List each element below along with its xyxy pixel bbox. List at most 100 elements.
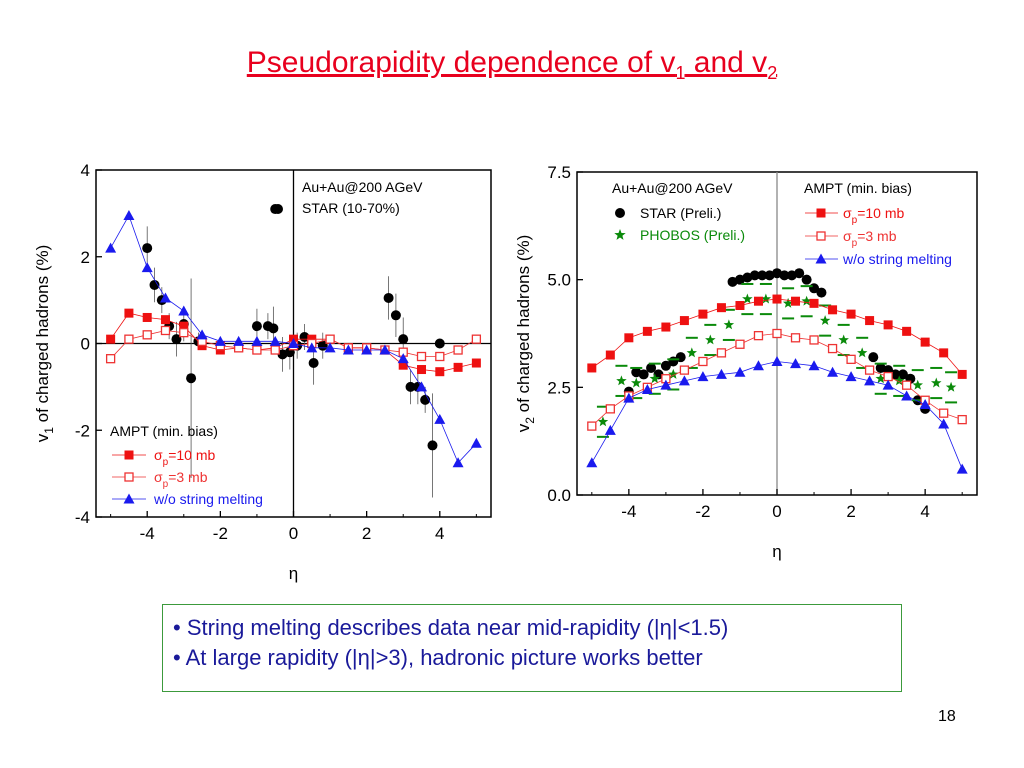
data-point [604,424,616,435]
data-point [434,413,446,424]
data-point [660,379,672,390]
data-point [902,326,912,336]
data-point [678,375,690,386]
data-point [752,360,764,371]
data-point [705,334,716,345]
data-point [398,360,408,370]
data-point [646,362,657,373]
data-point [471,358,481,368]
data-point [846,309,856,319]
data-point [772,294,782,304]
data-point [416,351,427,362]
data-point [141,262,153,273]
y-tick-label: 2.5 [547,378,571,397]
data-point [698,309,708,319]
data-point [901,380,912,390]
legend-title: AMPT (min. bias) [110,423,218,439]
data-point [159,292,171,303]
bullet-2: • At large rapidity (|η|>3), hadronic pi… [173,645,703,670]
data-point [742,293,753,304]
legend-marker [816,231,826,241]
data-point [883,371,893,382]
data-point [251,335,263,346]
data-point [325,334,335,344]
data-point [269,335,281,346]
y-tick-label: -2 [75,421,90,440]
data-point [605,350,615,360]
data-point [794,268,805,279]
data-point [865,316,875,326]
chart-1: -4 -2 0 2 4 4 2 0 -2 -4 η v1 of charged hadrons (%)… [33,161,492,583]
data-point [772,328,782,339]
data-point [912,379,923,390]
data-point [214,335,226,346]
x-axis-label: η [772,542,781,561]
y-tick-label: 7.5 [547,163,571,182]
slide-title: Pseudorapidity dependence of v1 and v2 [0,46,1024,84]
data-point [142,330,152,340]
data-point [642,326,652,336]
title-mid: and v [685,46,768,79]
data-point [828,305,838,315]
data-point [956,463,968,474]
legend-marker [815,253,827,264]
data-point [760,293,772,304]
data-point [939,348,949,358]
data-point [105,242,117,253]
data-point [470,437,482,448]
data-point [790,333,801,343]
data-point [679,316,689,326]
data-point [124,308,134,318]
data-point [957,369,967,379]
y-tick-label: 2 [81,248,90,267]
chart-2: -4 -2 0 2 4 7.5 5.0 2.5 0.0 η v2 of charged hadron… [514,163,978,561]
data-point [679,365,690,375]
data-point [894,375,905,386]
data-point [938,418,950,429]
x-axis-label: η [289,564,298,583]
data-point [471,334,482,344]
series-4 [105,210,482,468]
data-point [397,353,409,364]
data-point [379,344,391,355]
annotation-line: Au+Au@200 AGeV [612,180,733,196]
series-1 [623,268,931,414]
data-point [324,342,336,353]
data-point [801,274,812,285]
data-point [416,381,428,392]
data-point [801,295,812,306]
data-point [698,356,708,367]
data-point [791,296,801,306]
data-point [716,348,727,358]
data-point [660,360,671,371]
data-point [716,303,726,313]
data-point [453,345,463,355]
legend-label: PHOBOS (Preli.) [640,227,745,243]
title-main: Pseudorapidity dependence of v [246,46,676,79]
y-tick-label: 4 [81,161,90,180]
data-point [939,408,949,418]
legend-marker [816,208,826,218]
data-point [160,325,171,336]
data-point [697,371,709,382]
data-point [288,338,299,348]
data-point [857,347,868,358]
data-point [417,365,427,375]
data-point [749,270,760,281]
y-tick-label: 0.0 [547,486,571,505]
title-sub-2: 2 [767,63,778,83]
data-point [123,210,135,221]
legend-label: σp=10 mb [843,205,905,226]
data-point [383,292,394,303]
data-point [178,305,190,316]
data-point [453,362,463,372]
data-point [252,345,262,355]
y-axis-label: v2 of charged hadrons (%) [514,235,537,433]
x-tick-label: 4 [920,502,929,521]
data-point [398,334,409,345]
data-point [816,287,827,298]
data-point [827,366,839,377]
data-point [616,375,627,386]
data-point [605,404,615,414]
